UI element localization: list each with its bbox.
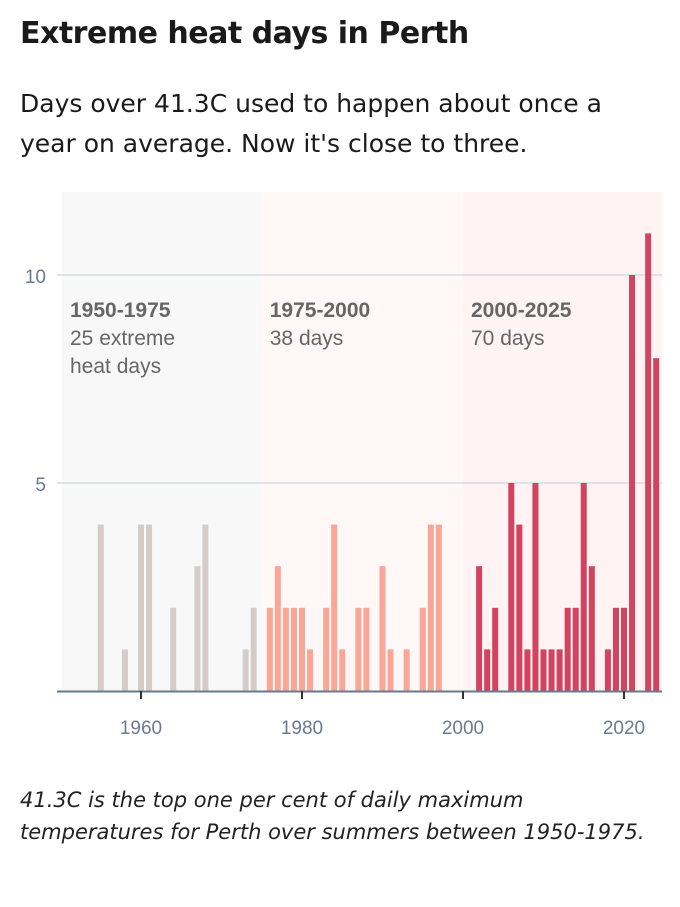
bar-1996	[427, 524, 434, 691]
y-tick-label: 10	[25, 267, 46, 288]
period-note: 25 extreme	[70, 327, 175, 350]
bar-chart: 5 10 1950-1975 25 extreme heat days 1975-2000…	[25, 192, 662, 739]
bar-1979	[290, 607, 297, 691]
chart-caption: 41.3C is the top one per cent of daily m…	[20, 788, 645, 844]
x-tick-label: 2020	[603, 718, 645, 739]
bar-2007	[516, 524, 523, 691]
bar-2021	[629, 275, 636, 691]
bar-1955	[97, 524, 104, 691]
bar-2024	[653, 358, 660, 691]
bar-1995	[419, 607, 426, 691]
bar-1985	[339, 649, 346, 691]
period-label: 1975-2000	[270, 299, 370, 322]
bar-1978	[282, 607, 289, 691]
bar-2010	[540, 649, 547, 691]
bar-1990	[379, 566, 386, 691]
bar-1968	[202, 524, 209, 691]
bar-1983	[323, 607, 330, 691]
chart-subtitle: Days over 41.3C used to happen about onc…	[20, 89, 602, 158]
bar-2011	[548, 649, 555, 691]
bar-1958	[121, 649, 128, 691]
bar-2019	[612, 607, 619, 691]
bar-1991	[387, 649, 394, 691]
bar-1977	[274, 566, 281, 691]
bar-1976	[266, 607, 273, 691]
bar-1964	[170, 607, 177, 691]
bar-2018	[604, 649, 611, 691]
period-note: 70 days	[471, 327, 545, 350]
bar-1997	[435, 524, 442, 691]
bar-1974	[250, 607, 257, 691]
bar-2016	[588, 566, 595, 691]
period-label: 2000-2025	[471, 299, 572, 322]
bar-1984	[331, 524, 338, 691]
y-tick-label: 5	[35, 475, 46, 496]
bar-1987	[355, 607, 362, 691]
bar-2008	[524, 649, 531, 691]
bar-2014	[572, 607, 579, 691]
bar-2002	[476, 566, 483, 691]
bar-2006	[508, 483, 515, 691]
bar-1981	[307, 649, 314, 691]
x-tick-label: 1960	[120, 718, 162, 739]
bar-2004	[492, 607, 499, 691]
bar-2012	[556, 649, 563, 691]
bar-2009	[532, 483, 539, 691]
bar-1973	[242, 649, 249, 691]
bar-1980	[299, 607, 305, 691]
chart-title: Extreme heat days in Perth	[20, 16, 469, 51]
period-label: 1950-1975	[70, 299, 171, 322]
bar-1988	[363, 607, 370, 691]
bar-1993	[403, 649, 410, 691]
period-background	[62, 192, 262, 691]
bar-2003	[484, 649, 491, 691]
bar-2015	[580, 483, 587, 691]
x-tick-label: 1980	[281, 718, 323, 739]
period-note: heat days	[70, 355, 161, 378]
bar-2013	[564, 607, 571, 691]
bar-2020	[621, 607, 627, 691]
bar-1961	[146, 524, 153, 691]
bar-1960	[138, 524, 144, 691]
x-tick-label: 2000	[442, 718, 484, 739]
bar-1967	[194, 566, 201, 691]
period-note: 38 days	[270, 327, 344, 350]
bar-2023	[645, 233, 652, 691]
